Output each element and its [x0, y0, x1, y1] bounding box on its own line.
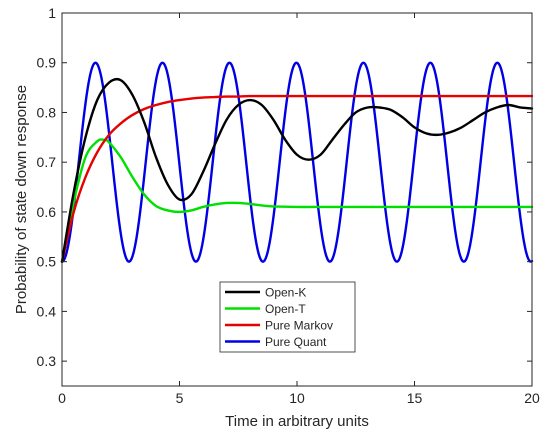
- x-tick-label: 20: [524, 390, 540, 406]
- legend-label: Pure Markov: [265, 319, 333, 333]
- legend-label: Open-T: [265, 302, 306, 316]
- series-line-pure-quant: [60, 61, 534, 263]
- y-tick-label: 0.3: [37, 353, 57, 369]
- y-tick-label: 0.9: [37, 55, 57, 71]
- legend: Open-K Open-T Pure Markov Pure Quant: [219, 281, 356, 353]
- y-tick-label: 0.5: [37, 254, 57, 270]
- x-tick-label: 0: [58, 390, 66, 406]
- series-line-open-t: [60, 138, 534, 263]
- x-tick-label: 15: [407, 390, 423, 406]
- legend-label: Pure Quant: [265, 335, 327, 349]
- y-axis-label: Probability of state down response: [13, 85, 30, 314]
- series-line-pure-markov: [60, 94, 534, 263]
- y-tick-label: 1: [48, 5, 56, 21]
- series-layer: [60, 61, 534, 263]
- y-tick-label: 0.4: [37, 303, 57, 319]
- x-tick-label: 5: [176, 390, 184, 406]
- y-tick-label: 0.8: [37, 104, 57, 120]
- x-tick-label: 10: [289, 390, 305, 406]
- ticks-layer: 0 5 10 15 20 0.3 0.4 0.5 0.6 0.7 0.8 0.9 1: [37, 5, 540, 406]
- y-tick-label: 0.6: [37, 204, 57, 220]
- legend-label: Open-K: [265, 286, 306, 300]
- y-tick-label: 0.7: [37, 154, 57, 170]
- series-line-open-k: [60, 77, 534, 263]
- x-axis-label: Time in arbitrary units: [225, 413, 369, 430]
